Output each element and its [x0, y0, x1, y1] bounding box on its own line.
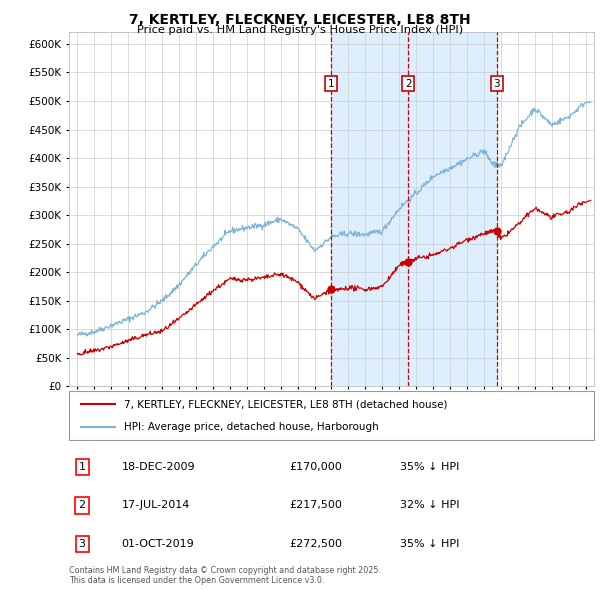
- Text: Price paid vs. HM Land Registry's House Price Index (HPI): Price paid vs. HM Land Registry's House …: [137, 25, 463, 35]
- Text: 17-JUL-2014: 17-JUL-2014: [121, 500, 190, 510]
- Text: 7, KERTLEY, FLECKNEY, LEICESTER, LE8 8TH: 7, KERTLEY, FLECKNEY, LEICESTER, LE8 8TH: [129, 13, 471, 27]
- Text: 35% ↓ HPI: 35% ↓ HPI: [400, 462, 459, 471]
- Text: 32% ↓ HPI: 32% ↓ HPI: [400, 500, 459, 510]
- Text: 1: 1: [79, 462, 86, 471]
- Text: 7, KERTLEY, FLECKNEY, LEICESTER, LE8 8TH (detached house): 7, KERTLEY, FLECKNEY, LEICESTER, LE8 8TH…: [124, 399, 448, 409]
- Bar: [331, 32, 497, 386]
- Text: 35% ↓ HPI: 35% ↓ HPI: [400, 539, 459, 549]
- FancyBboxPatch shape: [69, 391, 594, 440]
- Text: £272,500: £272,500: [290, 539, 343, 549]
- Text: 01-OCT-2019: 01-OCT-2019: [121, 539, 194, 549]
- Text: 2: 2: [405, 79, 412, 89]
- Text: Contains HM Land Registry data © Crown copyright and database right 2025.
This d: Contains HM Land Registry data © Crown c…: [69, 566, 381, 585]
- Text: 2: 2: [79, 500, 86, 510]
- Text: 18-DEC-2009: 18-DEC-2009: [121, 462, 195, 471]
- Text: £217,500: £217,500: [290, 500, 343, 510]
- Text: 3: 3: [493, 79, 500, 89]
- Text: 3: 3: [79, 539, 86, 549]
- Text: HPI: Average price, detached house, Harborough: HPI: Average price, detached house, Harb…: [124, 422, 379, 432]
- Text: £170,000: £170,000: [290, 462, 342, 471]
- Text: 1: 1: [328, 79, 334, 89]
